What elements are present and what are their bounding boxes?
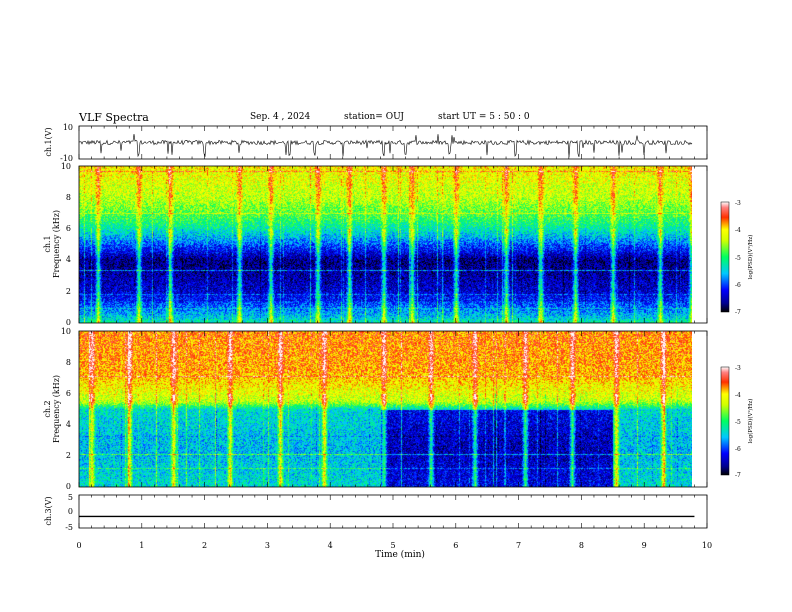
- cbar2-label: log(PSD)(V²/Hz): [747, 399, 754, 444]
- ch2-freq-tick-0: 0: [66, 482, 71, 491]
- ch3-ytick-bottom: -5: [65, 523, 73, 532]
- time-tick-label: 3: [265, 541, 270, 550]
- station-label: station= OUJ: [344, 112, 405, 122]
- ch2-spec-ylabel: Frequency (kHz): [52, 375, 61, 443]
- ch1-freq-tick-4: 4: [66, 255, 71, 264]
- cbar2-tick-m5: -5: [735, 419, 741, 426]
- ch2-freq-tick-2: 2: [66, 451, 71, 460]
- ch2-freq-tick-6: 6: [66, 389, 71, 398]
- cbar1-label: log(PSD)(V²/Hz): [747, 235, 754, 280]
- ch3-ytick-top: 5: [68, 493, 73, 502]
- cbar2-tick-m4: -4: [735, 392, 741, 399]
- time-tick-label: 7: [516, 541, 521, 550]
- cbar1-tick-m4: -4: [735, 227, 741, 234]
- ch1-freq-tick-10: 10: [61, 162, 71, 171]
- ch1-freq-tick-8: 8: [66, 193, 71, 202]
- cbar1-tick-m5: -5: [735, 255, 741, 262]
- ch3-ylabel: ch.3(V): [44, 496, 53, 525]
- time-axis: 0 1 2 3 4 5 6 7 8 9 10: [76, 541, 712, 550]
- cbar1-tick-m7: -7: [735, 309, 741, 316]
- ch3-waveform-panel: 5 0 -5 ch.3(V): [44, 493, 708, 532]
- ch1-spec-ylabel: Frequency (kHz): [52, 210, 61, 278]
- start-time-label: start UT = 5 : 50 : 0: [438, 112, 530, 122]
- cbar1-tick-m3: -3: [735, 200, 741, 207]
- date-label: Sep. 4 , 2024: [250, 112, 311, 122]
- ch1-colorbar: -3 -4 -5 -6 -7 log(PSD)(V²/Hz): [720, 200, 754, 316]
- ch1-spec-label: ch.1: [43, 235, 52, 252]
- time-tick-label: 6: [453, 541, 458, 550]
- ch1-waveform-line: [78, 133, 693, 158]
- ch2-freq-tick-10: 10: [61, 327, 71, 336]
- cbar2-tick-m6: -6: [735, 446, 741, 453]
- ch1-freq-tick-2: 2: [66, 287, 71, 296]
- ch1-waveform-panel: 10 -10 ch.1(V): [44, 123, 708, 163]
- figure-title: VLF Spectra: [79, 111, 149, 124]
- time-tick-label: 5: [390, 541, 395, 550]
- time-tick-label: 4: [328, 541, 333, 550]
- ch2-freq-tick-4: 4: [66, 420, 71, 429]
- ch1-ytick-bottom: -10: [60, 154, 73, 163]
- ch2-colorbar: -3 -4 -5 -6 -7 log(PSD)(V²/Hz): [720, 365, 754, 479]
- time-tick-label: 2: [202, 541, 207, 550]
- time-axis-label: Time (min): [375, 549, 425, 560]
- time-tick-label: 8: [579, 541, 584, 550]
- ch1-freq-tick-6: 6: [66, 224, 71, 233]
- time-tick-label: 0: [76, 541, 81, 550]
- cbar2-tick-m3: -3: [735, 365, 741, 372]
- cbar1-tick-m6: -6: [735, 282, 741, 289]
- ch2-freq-tick-8: 8: [66, 358, 71, 367]
- ch2-spectrogram-panel: 0 2 4 6 8 10 ch.2 Frequency (kHz): [43, 327, 708, 491]
- ch1-ytick-top: 10: [63, 123, 73, 132]
- ch3-ytick-mid: 0: [68, 507, 73, 516]
- time-tick-label: 10: [702, 541, 712, 550]
- cbar2-tick-m7: -7: [735, 472, 741, 479]
- ch1-ylabel: ch.1(V): [44, 127, 53, 156]
- ch1-freq-tick-0: 0: [66, 318, 71, 327]
- time-tick-label: 9: [642, 541, 647, 550]
- ch1-spectrogram-panel: 0 2 4 6 8 10 ch.1 Frequency (kHz): [43, 162, 708, 327]
- time-tick-label: 1: [139, 541, 144, 550]
- ch2-spec-label: ch.2: [43, 400, 52, 417]
